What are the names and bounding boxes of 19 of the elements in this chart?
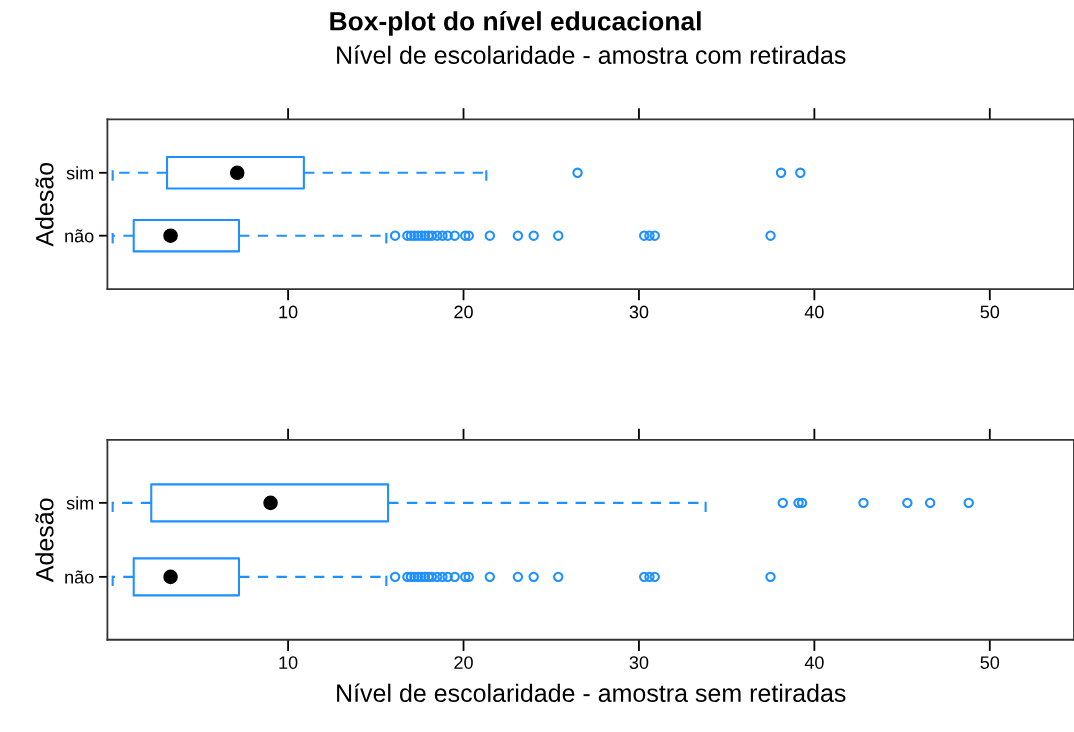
y-axis-title: Adesão (35, 162, 54, 247)
x-tick-label: 20 (454, 656, 473, 669)
x-tick-label: 30 (629, 305, 649, 319)
x-tick-label: 40 (804, 305, 824, 319)
x-tick-label: 30 (629, 656, 649, 669)
y-tick-label: sim (66, 166, 94, 180)
x-axis-title: Nível de escolaridade - amostra sem retiradas (337, 683, 846, 703)
x-tick-label: 10 (279, 305, 298, 319)
x-tick-label: 50 (980, 656, 1000, 669)
y-tick-label: sim (66, 496, 94, 510)
y-tick-label: não (65, 570, 94, 584)
x-tick-label: 50 (980, 305, 1000, 319)
x-tick-label: 20 (454, 305, 473, 319)
chart-subtitle: Nível de escolaridade - amostra com retiradas (337, 45, 846, 65)
x-tick-label: 40 (804, 656, 824, 669)
y-tick-label: não (65, 229, 94, 243)
x-tick-label: 10 (279, 656, 298, 669)
chart-title: Box-plot do nível educacional (330, 10, 701, 36)
y-axis-title: Adesão (35, 498, 54, 583)
